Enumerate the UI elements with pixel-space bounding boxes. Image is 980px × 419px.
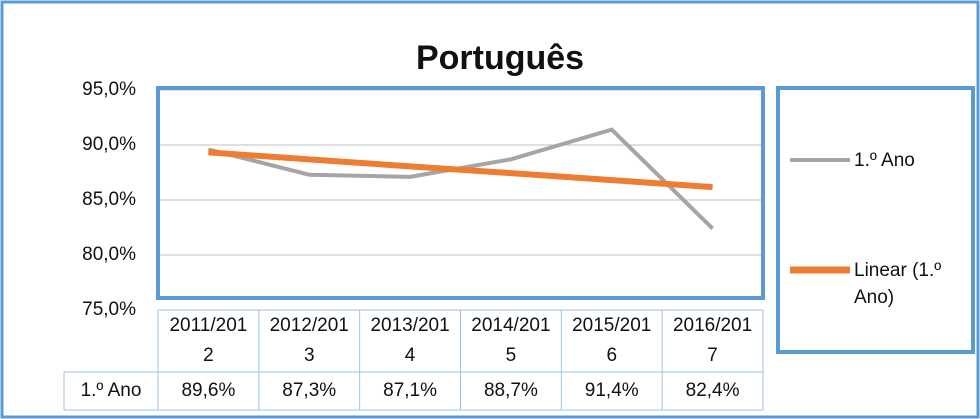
table-value: 91,4% <box>584 380 639 401</box>
table-value: 89,6% <box>181 380 236 401</box>
x-tick-label: 2012/2013 <box>269 315 349 366</box>
table-value: 88,7% <box>483 380 538 401</box>
legend-label: 1.º Ano <box>854 150 915 171</box>
legend-box <box>776 86 975 354</box>
x-tick-label: 2013/2014 <box>370 315 450 366</box>
legend-label: Linear (1.º Ano) <box>854 260 942 308</box>
table-value: 82,4% <box>685 380 740 401</box>
x-tick-label: 2011/2012 <box>169 315 248 366</box>
y-tick-label: 90,0% <box>82 134 136 155</box>
y-tick-label: 95,0% <box>82 79 136 100</box>
y-tick-label: 75,0% <box>82 299 136 320</box>
chart-title: Português <box>416 39 584 77</box>
table-value: 87,1% <box>383 380 437 401</box>
x-tick-label: 2016/2017 <box>672 315 753 366</box>
plot-area-border <box>156 86 765 300</box>
table-value: 87,3% <box>282 380 337 401</box>
x-tick-label: 2014/2015 <box>471 315 551 366</box>
table-row-label: 1.º Ano <box>80 380 142 401</box>
trend-line <box>208 149 713 191</box>
x-tick-label: 2015/2016 <box>572 315 652 366</box>
y-tick-label: 80,0% <box>82 244 136 265</box>
y-tick-label: 85,0% <box>82 189 136 210</box>
